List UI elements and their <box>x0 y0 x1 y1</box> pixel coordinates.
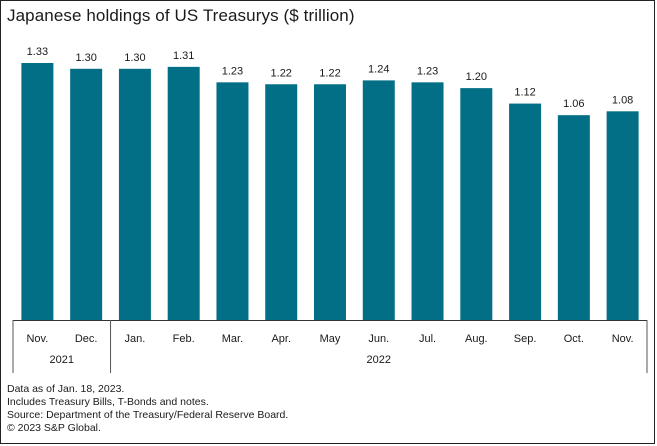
data-label: 1.23 <box>222 65 243 77</box>
chart-title: Japanese holdings of US Treasurys ($ tri… <box>7 6 355 25</box>
bar <box>167 66 200 321</box>
x-tick-label: Oct. <box>564 333 584 345</box>
bar <box>606 111 639 320</box>
x-tick-label: Jul. <box>419 333 436 345</box>
data-label: 1.31 <box>173 50 194 62</box>
bar <box>460 88 493 320</box>
data-label: 1.33 <box>27 46 48 58</box>
x-tick-label: Aug. <box>465 333 488 345</box>
data-label: 1.22 <box>319 67 340 79</box>
x-tick-label: Mar. <box>222 333 243 345</box>
x-tick-label: May <box>320 333 341 345</box>
bar <box>118 68 151 320</box>
footnotes: Data as of Jan. 18, 2023. Includes Treas… <box>7 383 288 435</box>
bar <box>265 84 298 320</box>
bar <box>70 68 103 320</box>
x-tick-label: Sep. <box>514 333 537 345</box>
note-data-date: Data as of Jan. 18, 2023. <box>7 383 125 395</box>
data-label: 1.30 <box>75 52 96 64</box>
bar <box>411 82 444 321</box>
x-tick-label: Nov. <box>26 333 48 345</box>
bar <box>557 115 590 320</box>
x-tick-label: Jun. <box>368 333 389 345</box>
bar <box>362 80 395 320</box>
data-label: 1.22 <box>271 67 292 79</box>
data-label: 1.24 <box>368 63 389 75</box>
data-label: 1.06 <box>563 98 584 110</box>
x-tick-label: Nov. <box>612 333 634 345</box>
note-source: Source: Department of the Treasury/Feder… <box>7 409 289 421</box>
note-copyright: © 2023 S&P Global. <box>7 422 101 434</box>
bar <box>216 82 249 321</box>
x-tick-label: Dec. <box>75 333 98 345</box>
x-tick-label: Apr. <box>271 333 291 345</box>
data-label: 1.08 <box>612 94 633 106</box>
x-tick-label: Jan. <box>125 333 146 345</box>
data-label: 1.20 <box>466 71 487 83</box>
x-tick-label: Feb. <box>173 333 195 345</box>
bar <box>509 103 542 320</box>
year-group-label: 2022 <box>367 354 391 366</box>
data-label: 1.12 <box>514 87 535 99</box>
note-includes: Includes Treasury Bills, T-Bonds and not… <box>7 396 209 408</box>
year-group-label: 2021 <box>50 354 74 366</box>
bar <box>314 84 346 320</box>
data-label: 1.30 <box>124 52 145 64</box>
data-label: 1.23 <box>417 65 438 77</box>
bar <box>21 63 54 320</box>
